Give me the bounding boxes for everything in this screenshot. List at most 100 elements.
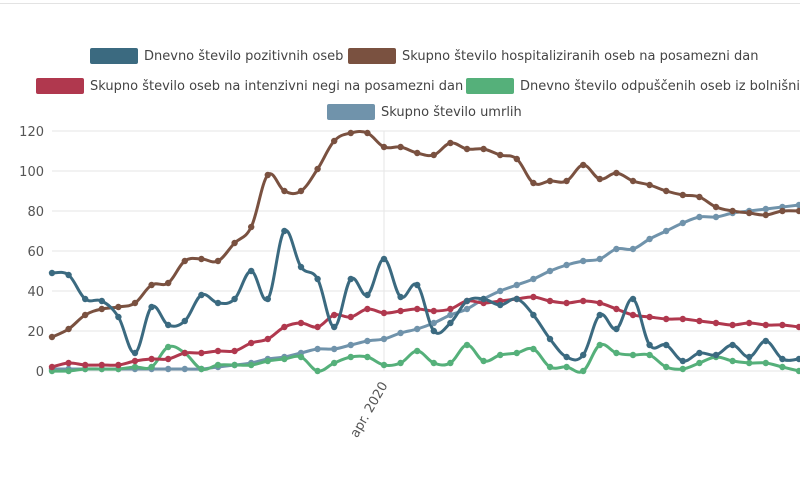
data-point-icu-2 bbox=[82, 361, 89, 369]
legend-label-hospitalized: Skupno število hospitaliziranih oseb na … bbox=[402, 48, 759, 64]
data-point-icu-13 bbox=[264, 335, 271, 343]
data-point-icu-7 bbox=[165, 355, 172, 363]
data-point-discharged-32 bbox=[580, 367, 587, 375]
y-tick-label-100: 100 bbox=[19, 165, 44, 180]
data-point-positive-37 bbox=[663, 341, 670, 349]
data-point-icu-43 bbox=[762, 321, 769, 329]
data-point-deaths-21 bbox=[397, 329, 404, 337]
data-point-positive-33 bbox=[596, 311, 603, 319]
legend-item-hospitalized[interactable]: Skupno število hospitaliziranih oseb na … bbox=[348, 48, 758, 64]
data-point-deaths-40 bbox=[712, 213, 720, 221]
data-point-positive-36 bbox=[646, 341, 653, 349]
legend-item-deaths[interactable]: Skupno število umrlih bbox=[327, 104, 522, 120]
data-point-deaths-27 bbox=[497, 287, 504, 295]
y-tick-label-60: 60 bbox=[27, 245, 44, 260]
legend-item-icu[interactable]: Skupno število oseb na intenzivni negi n… bbox=[36, 78, 463, 94]
data-point-deaths-28 bbox=[513, 281, 520, 289]
data-point-discharged-34 bbox=[613, 349, 620, 357]
data-point-deaths-19 bbox=[364, 337, 371, 345]
series-line-hospitalized bbox=[50, 130, 800, 339]
data-point-discharged-35 bbox=[629, 351, 637, 359]
data-point-icu-5 bbox=[131, 357, 139, 365]
data-point-deaths-16 bbox=[314, 345, 321, 353]
data-point-positive-5 bbox=[131, 349, 139, 357]
data-point-icu-16 bbox=[314, 323, 321, 331]
data-point-hospitalized-37 bbox=[663, 187, 670, 195]
data-point-discharged-41 bbox=[729, 357, 736, 365]
data-point-positive-9 bbox=[198, 291, 205, 299]
data-point-icu-10 bbox=[214, 347, 222, 355]
data-point-icu-4 bbox=[115, 361, 122, 369]
data-point-deaths-8 bbox=[181, 365, 188, 373]
data-point-positive-42 bbox=[746, 353, 753, 361]
data-point-deaths-23 bbox=[430, 319, 437, 327]
data-point-hospitalized-23 bbox=[430, 151, 437, 159]
data-point-hospitalized-45 bbox=[795, 207, 800, 215]
data-point-deaths-29 bbox=[530, 275, 537, 283]
data-point-hospitalized-24 bbox=[447, 139, 454, 147]
data-point-deaths-31 bbox=[563, 261, 570, 269]
data-point-icu-18 bbox=[347, 313, 354, 321]
data-point-deaths-45 bbox=[795, 201, 800, 209]
data-point-discharged-43 bbox=[762, 359, 769, 367]
y-tick-label-40: 40 bbox=[27, 285, 44, 300]
data-point-icu-3 bbox=[98, 361, 106, 369]
data-point-positive-4 bbox=[115, 313, 122, 321]
data-point-positive-7 bbox=[165, 321, 172, 329]
data-point-positive-24 bbox=[447, 319, 454, 327]
data-point-icu-34 bbox=[613, 305, 620, 313]
data-point-positive-3 bbox=[98, 297, 106, 305]
data-point-discharged-33 bbox=[596, 341, 603, 349]
data-point-hospitalized-27 bbox=[497, 151, 504, 159]
data-point-positive-19 bbox=[364, 291, 371, 299]
data-point-hospitalized-12 bbox=[248, 223, 255, 231]
data-point-discharged-36 bbox=[646, 351, 653, 359]
data-point-discharged-11 bbox=[231, 361, 238, 369]
data-point-hospitalized-10 bbox=[214, 257, 222, 265]
data-point-hospitalized-14 bbox=[281, 187, 288, 195]
data-point-hospitalized-38 bbox=[679, 191, 686, 199]
data-point-discharged-44 bbox=[779, 363, 786, 371]
data-point-positive-22 bbox=[414, 281, 421, 289]
legend-item-positive[interactable]: Dnevno število pozitivnih oseb bbox=[90, 48, 343, 64]
data-point-discharged-38 bbox=[679, 365, 686, 373]
data-point-icu-45 bbox=[795, 323, 800, 331]
legend-item-discharged[interactable]: Dnevno število odpuščenih oseb iz bolniš… bbox=[466, 78, 800, 94]
data-point-icu-37 bbox=[663, 315, 670, 323]
data-point-positive-29 bbox=[530, 311, 537, 319]
series-points bbox=[48, 129, 800, 375]
data-point-hospitalized-34 bbox=[613, 169, 620, 177]
data-point-discharged-26 bbox=[480, 357, 487, 365]
data-point-positive-25 bbox=[463, 297, 471, 305]
series-line-discharged bbox=[50, 342, 800, 374]
data-point-hospitalized-3 bbox=[98, 305, 106, 313]
data-point-positive-16 bbox=[314, 275, 321, 283]
data-point-icu-12 bbox=[248, 339, 255, 347]
data-point-deaths-32 bbox=[580, 257, 587, 265]
data-point-discharged-10 bbox=[214, 361, 222, 369]
data-point-positive-12 bbox=[248, 267, 255, 275]
data-point-positive-30 bbox=[546, 335, 554, 343]
data-point-positive-11 bbox=[231, 295, 238, 303]
y-tick-label-80: 80 bbox=[27, 205, 44, 220]
data-point-icu-42 bbox=[746, 319, 753, 327]
data-point-positive-0 bbox=[48, 269, 56, 277]
x-tick-label-apr-2020: apr. 2020 bbox=[348, 380, 392, 441]
data-point-hospitalized-29 bbox=[530, 179, 537, 187]
data-point-deaths-37 bbox=[663, 227, 670, 235]
data-point-discharged-37 bbox=[663, 363, 670, 371]
data-point-icu-29 bbox=[530, 293, 537, 301]
data-point-discharged-45 bbox=[795, 367, 800, 375]
data-point-positive-2 bbox=[82, 295, 89, 303]
data-point-hospitalized-15 bbox=[297, 187, 305, 195]
data-point-hospitalized-43 bbox=[762, 211, 769, 219]
data-point-hospitalized-5 bbox=[131, 299, 139, 307]
data-point-discharged-29 bbox=[530, 345, 537, 353]
data-point-discharged-6 bbox=[148, 363, 155, 371]
data-point-positive-41 bbox=[729, 341, 736, 349]
data-point-positive-35 bbox=[629, 295, 637, 303]
data-point-hospitalized-40 bbox=[712, 203, 720, 211]
grid-lines bbox=[52, 130, 800, 372]
